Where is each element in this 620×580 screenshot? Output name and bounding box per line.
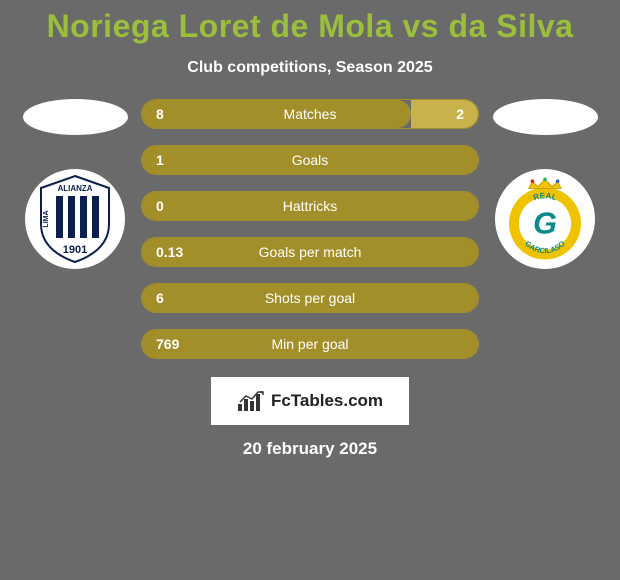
player-avatar-placeholder-right	[493, 99, 598, 135]
real-garcilaso-crest-icon: G REAL GARCILASO	[500, 174, 590, 264]
comparison-card: Noriega Loret de Mola vs da Silva Club c…	[0, 0, 620, 580]
stat-bar: 0Hattricks	[141, 191, 479, 221]
page-title: Noriega Loret de Mola vs da Silva	[47, 8, 574, 45]
date-text: 20 february 2025	[243, 439, 377, 459]
left-player-col: ALIANZA LIMA 1901	[15, 99, 135, 269]
right-player-col: G REAL GARCILASO	[485, 99, 605, 269]
stat-bar: 8Matches2	[141, 99, 479, 129]
svg-text:ALIANZA: ALIANZA	[57, 184, 92, 193]
stat-value-right: 2	[456, 106, 464, 122]
stat-label: Min per goal	[142, 336, 478, 352]
stat-label: Goals per match	[142, 244, 478, 260]
svg-text:LIMA: LIMA	[43, 210, 50, 227]
stat-label: Hattricks	[142, 198, 478, 214]
watermark: FcTables.com	[211, 377, 409, 425]
alianza-lima-crest-icon: ALIANZA LIMA 1901	[35, 174, 115, 264]
stat-label: Matches	[142, 106, 478, 122]
stat-bar: 1Goals	[141, 145, 479, 175]
stats-bars: 8Matches2 1Goals 0Hattricks 0.13Goals per m…	[135, 99, 485, 359]
club-badge-right: G REAL GARCILASO	[495, 169, 595, 269]
player-avatar-placeholder-left	[23, 99, 128, 135]
club-badge-left: ALIANZA LIMA 1901	[25, 169, 125, 269]
watermark-text: FcTables.com	[271, 391, 383, 411]
fctables-logo-icon	[237, 390, 265, 412]
stat-bar: 769Min per goal	[141, 329, 479, 359]
content-row: ALIANZA LIMA 1901 8Matches2 1Goals 0Hattri…	[0, 99, 620, 359]
stat-label: Shots per goal	[142, 290, 478, 306]
stat-label: Goals	[142, 152, 478, 168]
stat-bar: 6Shots per goal	[141, 283, 479, 313]
stat-bar: 0.13Goals per match	[141, 237, 479, 267]
svg-text:1901: 1901	[63, 244, 87, 256]
page-subtitle: Club competitions, Season 2025	[187, 59, 432, 77]
svg-text:G: G	[533, 206, 557, 240]
